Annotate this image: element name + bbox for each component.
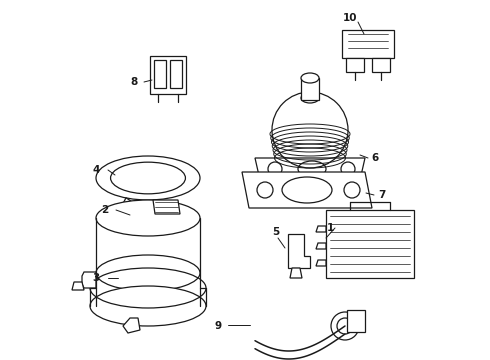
Ellipse shape xyxy=(301,93,319,103)
Polygon shape xyxy=(242,172,372,208)
Polygon shape xyxy=(82,272,96,288)
Polygon shape xyxy=(316,260,326,266)
Bar xyxy=(326,210,414,278)
Polygon shape xyxy=(255,158,365,180)
Polygon shape xyxy=(316,243,326,249)
Text: 5: 5 xyxy=(272,227,280,237)
Bar xyxy=(150,56,186,94)
Polygon shape xyxy=(290,268,302,278)
Polygon shape xyxy=(72,282,84,290)
Circle shape xyxy=(337,318,353,334)
Text: 6: 6 xyxy=(371,153,379,163)
Polygon shape xyxy=(288,234,310,268)
Ellipse shape xyxy=(90,286,206,326)
Text: 7: 7 xyxy=(378,190,386,200)
Text: 3: 3 xyxy=(93,273,99,283)
Circle shape xyxy=(344,182,360,198)
Ellipse shape xyxy=(301,73,319,83)
Bar xyxy=(154,60,166,88)
Polygon shape xyxy=(316,226,326,232)
Ellipse shape xyxy=(298,161,326,177)
Text: 4: 4 xyxy=(92,165,99,175)
Bar xyxy=(372,58,390,72)
Text: 2: 2 xyxy=(101,205,109,215)
Text: 9: 9 xyxy=(215,321,221,331)
Polygon shape xyxy=(123,318,140,333)
Bar xyxy=(170,60,182,88)
Ellipse shape xyxy=(96,255,200,291)
Bar xyxy=(346,58,364,72)
Bar xyxy=(347,310,365,332)
Bar xyxy=(301,78,319,100)
Ellipse shape xyxy=(282,177,332,203)
Ellipse shape xyxy=(96,156,200,200)
Polygon shape xyxy=(153,200,180,214)
Bar xyxy=(342,30,394,58)
Circle shape xyxy=(268,162,282,176)
Text: 1: 1 xyxy=(326,223,334,233)
Text: 8: 8 xyxy=(130,77,138,87)
Ellipse shape xyxy=(111,162,185,194)
Circle shape xyxy=(331,312,359,340)
Circle shape xyxy=(257,182,273,198)
Polygon shape xyxy=(118,198,136,217)
Circle shape xyxy=(341,162,355,176)
Ellipse shape xyxy=(96,200,200,236)
Text: 10: 10 xyxy=(343,13,357,23)
